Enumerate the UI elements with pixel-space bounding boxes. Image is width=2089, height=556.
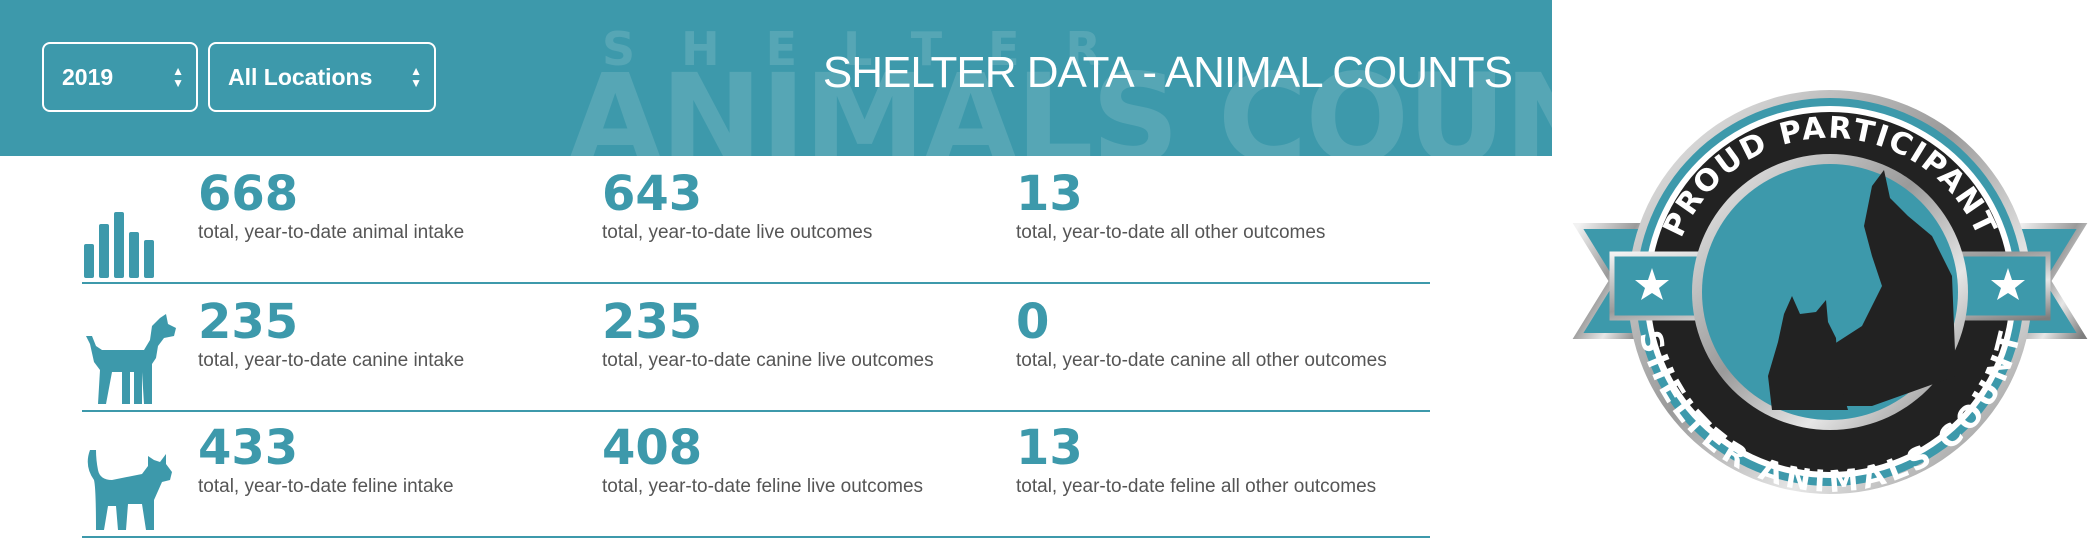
location-select[interactable]: All Locations ▲ ▼ xyxy=(208,42,436,112)
stats-row-canine: 235 total, year-to-date canine intake 23… xyxy=(82,290,1430,412)
stat-value: 13 xyxy=(1016,420,1083,476)
header-banner: SHELTER ANIMALS COUNT 2019 ▲▼ All Locati… xyxy=(0,0,1552,156)
stat-feline-intake: 433 total, year-to-date feline intake xyxy=(198,422,454,498)
stat-label: total, year-to-date canine all other out… xyxy=(1016,350,1387,371)
stat-canine-intake: 235 total, year-to-date canine intake xyxy=(198,296,464,372)
select-arrows-icon: ▲ ▼ xyxy=(410,64,422,90)
stats-row-feline: 433 total, year-to-date feline intake 40… xyxy=(82,416,1430,538)
stat-other-outcomes: 13 total, year-to-date all other outcome… xyxy=(1016,168,1325,244)
watermark-top: SHELTER xyxy=(602,22,1147,76)
watermark-bottom: ANIMALS COUNT xyxy=(568,48,1552,156)
stat-value: 643 xyxy=(602,166,703,222)
stat-label: total, year-to-date live outcomes xyxy=(602,222,873,243)
stat-label: total, year-to-date feline all other out… xyxy=(1016,476,1377,497)
stat-label: total, year-to-date feline live outcomes xyxy=(602,476,924,497)
stat-feline-other-outcomes: 13 total, year-to-date feline all other … xyxy=(1016,422,1376,498)
stat-feline-live-outcomes: 408 total, year-to-date feline live outc… xyxy=(602,422,923,498)
bar-chart-icon xyxy=(84,212,154,278)
cat-icon xyxy=(87,450,172,530)
stat-label: total, year-to-date all other outcomes xyxy=(1016,222,1326,243)
stat-value: 668 xyxy=(198,166,299,222)
location-select-value: All Locations xyxy=(228,63,373,90)
year-select-value: 2019 xyxy=(62,63,114,90)
stat-canine-other-outcomes: 0 total, year-to-date canine all other o… xyxy=(1016,296,1387,372)
proud-participant-badge: PROUD PARTICIPANT SHELTER ANIMALS COUNT xyxy=(1572,90,2088,500)
page-title: SHELTER DATA - ANIMAL COUNTS xyxy=(822,48,1513,97)
stat-value: 235 xyxy=(602,294,703,350)
dog-icon xyxy=(86,314,176,404)
select-arrows-icon: ▲ ▼ xyxy=(172,64,184,90)
stat-value: 408 xyxy=(602,420,703,476)
stat-label: total, year-to-date canine intake xyxy=(198,350,465,371)
stat-label: total, year-to-date feline intake xyxy=(198,476,454,497)
stat-value: 235 xyxy=(198,294,299,350)
stat-canine-live-outcomes: 235 total, year-to-date canine live outc… xyxy=(602,296,934,372)
stat-label: total, year-to-date animal intake xyxy=(198,222,465,243)
stat-value: 433 xyxy=(198,420,299,476)
stats-row-total: 668 total, year-to-date animal intake 64… xyxy=(82,162,1430,284)
stat-label: total, year-to-date canine live outcomes xyxy=(602,350,934,371)
year-select[interactable]: 2019 ▲ ▼ xyxy=(42,42,198,112)
stat-value: 13 xyxy=(1016,166,1083,222)
stat-value: 0 xyxy=(1016,294,1050,350)
stat-animal-intake: 668 total, year-to-date animal intake xyxy=(198,168,464,244)
stat-live-outcomes: 643 total, year-to-date live outcomes xyxy=(602,168,872,244)
